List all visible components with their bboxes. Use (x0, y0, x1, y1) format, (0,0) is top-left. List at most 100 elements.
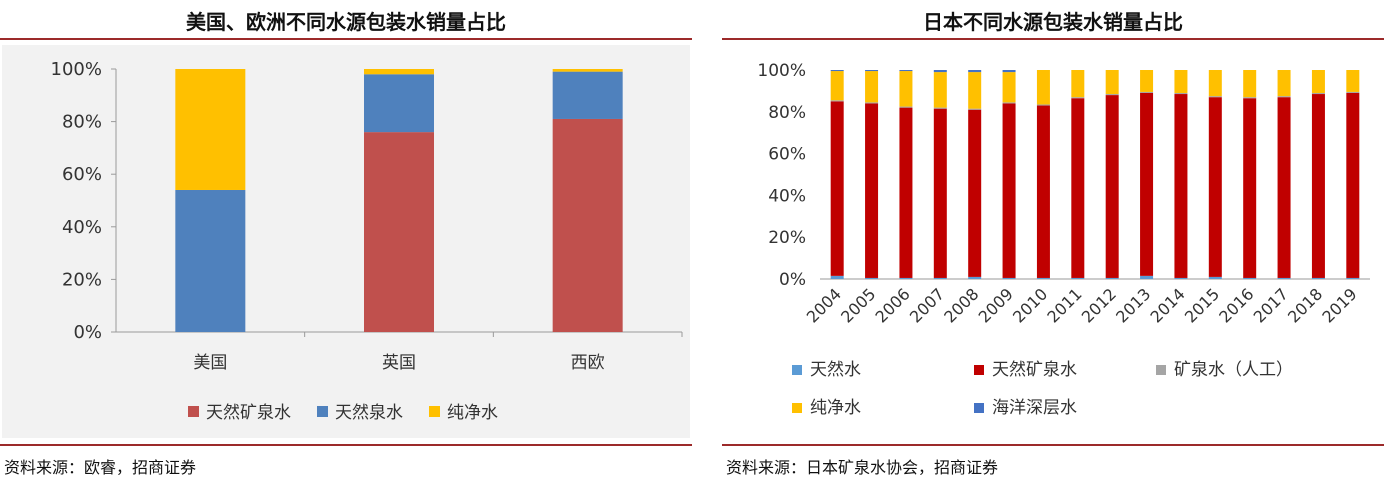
right-legend-label: 纯净水 (810, 398, 861, 418)
right-y-tick-label: 0% (779, 270, 806, 290)
right-bar-segment (1277, 97, 1291, 278)
right-bar-segment (830, 275, 844, 279)
right-bar-segment (830, 101, 844, 276)
right-x-year-label: 2014 (1147, 284, 1189, 326)
right-bar-segment (1174, 70, 1188, 93)
right-bar-segment (865, 103, 879, 278)
left-legend-label: 天然矿泉水 (206, 403, 291, 423)
right-bar-segment (1277, 277, 1291, 279)
right-bar-segment (1174, 94, 1188, 278)
right-bar-segment (1208, 276, 1222, 279)
right-bar-segment (1243, 70, 1257, 98)
right-chart-area: 0% 20% 40% 60% 80% 100% 2004 2005 2006 2007 2008 20… (724, 45, 1382, 438)
right-bar-segment (933, 108, 947, 278)
right-bar-segment (1311, 277, 1325, 279)
left-chart-panel: 美国、欧洲不同水源包装水销量占比 0% 20% 40% 60% 80% 100% 美国 英国 西… (0, 10, 692, 477)
right-source-note: 资料来源：日本矿泉水协会，招商证券 (726, 458, 999, 477)
right-bar-segment (1208, 70, 1222, 97)
left-source-rule (0, 444, 692, 446)
right-legend-swatch (792, 365, 802, 375)
right-bar-segment (830, 71, 844, 101)
left-x-category-label: 英国 (382, 353, 416, 373)
right-chart-title: 日本不同水源包装水销量占比 (923, 10, 1183, 34)
left-legend-label: 天然泉水 (335, 403, 403, 423)
right-x-year-label: 2009 (975, 284, 1017, 326)
right-x-year-label: 2010 (1009, 284, 1051, 326)
right-bar-segment (1036, 277, 1050, 279)
right-bar-segment (1105, 70, 1119, 95)
right-bar-segment (933, 107, 947, 109)
right-bar-segment (1311, 70, 1325, 93)
right-y-tick-label: 100% (757, 61, 806, 81)
left-legend-swatch (188, 406, 199, 417)
right-y-tick-label: 40% (768, 186, 806, 206)
right-x-year-label: 2007 (906, 284, 948, 326)
right-bar-segment (1140, 275, 1154, 279)
right-bar-segment (865, 277, 879, 279)
right-bar-segment (899, 70, 913, 72)
right-bar-segment (1243, 97, 1257, 99)
right-legend-label: 海洋深层水 (992, 398, 1077, 418)
right-legend-swatch (792, 403, 802, 413)
right-bar-segment (1346, 70, 1360, 92)
left-bar-segment (175, 69, 246, 190)
right-legend-swatch (1156, 365, 1166, 375)
right-bar-segment (1002, 70, 1016, 73)
right-x-year-label: 2015 (1181, 284, 1223, 326)
right-x-year-label: 2018 (1284, 284, 1326, 326)
right-bar-segment (1036, 104, 1050, 106)
right-bar-segment (1071, 70, 1085, 98)
right-bar-segment (865, 71, 879, 103)
right-legend-swatch (974, 403, 984, 413)
right-x-year-label: 2012 (1078, 284, 1120, 326)
left-title-rule (0, 38, 692, 40)
left-legend-label: 纯净水 (447, 403, 498, 423)
left-y-tick-label: 0% (73, 322, 102, 343)
left-y-tick-label: 100% (51, 59, 102, 80)
right-legend-swatch (974, 365, 984, 375)
left-bar-segment (364, 132, 434, 332)
right-bar-segment (933, 72, 947, 108)
right-bar-segment (1071, 277, 1085, 279)
right-x-year-label: 2004 (803, 284, 845, 326)
right-bar-segment (865, 70, 879, 72)
right-bar-segment (1346, 277, 1360, 279)
right-chart-svg: 0%20%40%60%80%100%2004200520062007200820… (757, 61, 1370, 418)
right-source-rule (722, 444, 1384, 446)
right-bar-segment (1071, 97, 1085, 99)
right-bar-segment (933, 277, 947, 279)
right-legend-label: 天然水 (810, 360, 861, 380)
left-source-note: 资料来源：欧睿，招商证券 (4, 458, 197, 477)
right-bar-segment (1002, 72, 1016, 103)
right-bar-segment (1346, 92, 1360, 278)
right-bar-segment (899, 277, 913, 279)
right-bar-segment (1277, 96, 1291, 98)
right-bar-segment (1140, 92, 1154, 276)
right-bar-segment (968, 276, 982, 279)
right-x-year-label: 2019 (1318, 284, 1360, 326)
right-bar-segment (1036, 70, 1050, 105)
right-x-year-label: 2005 (837, 284, 879, 326)
left-bar-segment (175, 189, 246, 332)
left-y-tick-label: 20% (62, 269, 102, 290)
right-bar-segment (899, 71, 913, 107)
left-bar-segment (552, 71, 623, 119)
right-x-year-label: 2006 (872, 284, 914, 326)
right-x-year-label: 2013 (1112, 284, 1154, 326)
left-y-tick-label: 80% (62, 112, 102, 133)
right-bar-segment (899, 107, 913, 278)
right-x-year-label: 2008 (940, 284, 982, 326)
right-bar-segment (1002, 103, 1016, 278)
right-bar-segment (1105, 95, 1119, 278)
left-bar-segment (552, 118, 623, 332)
left-bar-segment (364, 69, 434, 75)
right-title-rule (722, 38, 1384, 40)
right-bar-segment (830, 70, 844, 72)
right-bar-segment (1071, 98, 1085, 278)
right-x-year-label: 2011 (1043, 284, 1085, 326)
right-bar-segment (968, 109, 982, 277)
right-bar-segment (968, 108, 982, 110)
right-bar-segment (1140, 70, 1154, 92)
right-bar-segment (968, 72, 982, 109)
